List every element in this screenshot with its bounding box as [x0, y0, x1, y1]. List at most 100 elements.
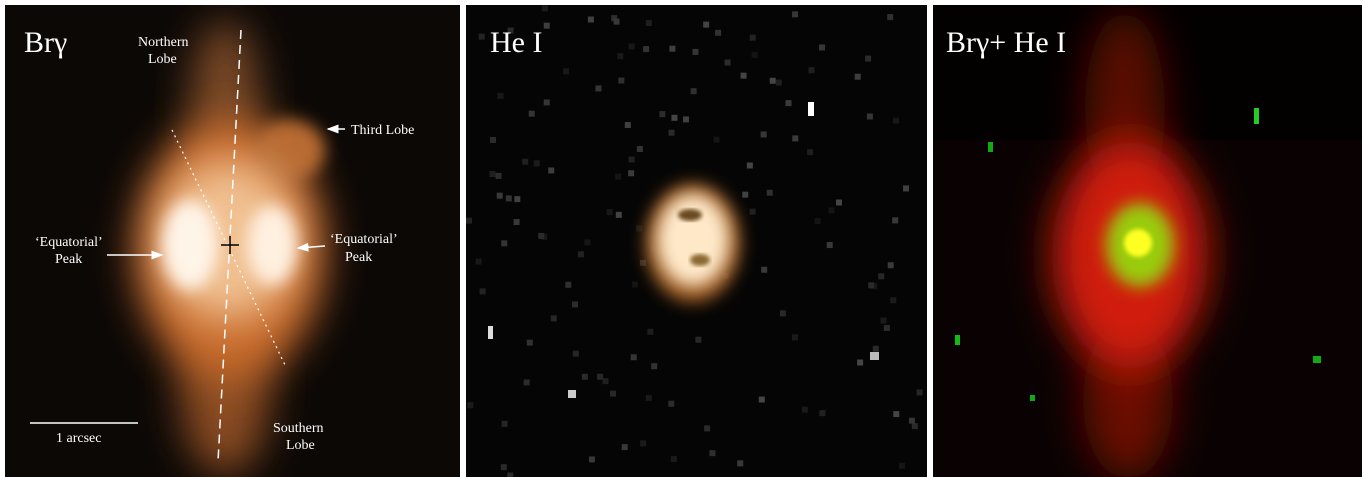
- noise-pixel: [505, 195, 512, 202]
- panel-title: Brγ: [24, 26, 67, 59]
- noise-pixel: [828, 207, 835, 214]
- noise-pixel: [541, 5, 548, 12]
- noise-pixel: [528, 110, 535, 117]
- noise-pixel: [522, 158, 529, 165]
- noise-pixel: [565, 281, 572, 288]
- noise-pixel: [602, 378, 609, 385]
- noise-pixel: [761, 266, 768, 273]
- noise-pixel: [854, 73, 861, 80]
- noise-pixel: [908, 417, 915, 424]
- noise-pixel: [857, 359, 864, 366]
- noise-pixel: [636, 225, 643, 232]
- noise-pixel: [479, 288, 486, 295]
- noise-pixel: [911, 423, 918, 430]
- annotation: Lobe: [286, 438, 315, 453]
- noise-pixel: [865, 55, 872, 62]
- noise-pixel: [892, 217, 899, 224]
- noise-pixel: [581, 373, 588, 380]
- noise-pixel: [615, 211, 622, 218]
- noise-pixel: [819, 44, 826, 51]
- noise-pixel: [792, 11, 799, 18]
- noise-pixel: [550, 315, 557, 322]
- noise-pixel: [903, 185, 910, 192]
- noise-pixel: [695, 336, 702, 343]
- noise-pixel: [878, 273, 885, 280]
- noise-pixel: [883, 324, 890, 331]
- noise-pixel: [668, 400, 675, 407]
- noise-pixel: [769, 77, 776, 84]
- noise-pixel: [866, 113, 873, 120]
- noise-pixel: [541, 233, 548, 240]
- noise-pixel: [538, 232, 545, 239]
- noise-pixel: [501, 240, 508, 247]
- noise-pixel: [893, 117, 900, 124]
- noise-pixel: [588, 456, 595, 463]
- noise-pixel: [631, 281, 638, 288]
- noise-pixel: [704, 425, 711, 432]
- noise-pixel: [500, 464, 507, 471]
- annotation: ‘Equatorial’: [330, 232, 398, 247]
- noise-pixel: [548, 167, 555, 174]
- noise-pixel: [497, 92, 504, 99]
- annotation: Southern: [273, 421, 324, 436]
- noise-pixel: [791, 334, 798, 341]
- noise-pixel: [801, 406, 808, 413]
- noise-pixel: [577, 251, 584, 258]
- noise-pixel: [647, 328, 654, 335]
- noise-pixel: [715, 29, 722, 36]
- noise-pixel: [890, 297, 897, 304]
- noise-pixel: [606, 209, 613, 216]
- noise-pixel: [746, 162, 753, 169]
- annotation: Third Lobe: [351, 123, 414, 138]
- noise-pixel: [514, 196, 521, 203]
- noise-pixel: [868, 282, 875, 289]
- noise-pixel: [571, 301, 578, 308]
- noise-pixel: [668, 129, 675, 136]
- noise-pixel: [703, 21, 710, 28]
- noise-pixel: [916, 389, 923, 396]
- noise-pixel: [871, 283, 878, 290]
- noise-pixel: [628, 43, 635, 50]
- annotation: Northern: [138, 35, 189, 50]
- noise-pixel: [826, 242, 833, 249]
- noise-pixel: [618, 77, 625, 84]
- noise-pixel: [597, 373, 604, 380]
- noise-pixel: [507, 27, 514, 34]
- noise-pixel: [526, 339, 533, 346]
- noise-pixel: [669, 45, 676, 52]
- panel-title: Brγ+ He I: [946, 26, 1066, 59]
- noise-pixel: [690, 88, 697, 95]
- noise-pixel: [758, 396, 765, 403]
- noise-pixel: [478, 33, 485, 40]
- noise-pixel: [740, 72, 747, 79]
- noise-pixel: [645, 20, 652, 27]
- annotation: ‘Equatorial’: [35, 235, 103, 250]
- noise-pixel: [628, 170, 635, 177]
- noise-pixel: [836, 199, 843, 206]
- noise-pixel: [775, 79, 782, 86]
- panel-title: He I: [490, 26, 542, 59]
- noise-pixel: [737, 460, 744, 467]
- annotation: Lobe: [148, 52, 177, 67]
- noise-pixel: [880, 317, 887, 324]
- noise-pixel: [643, 46, 650, 53]
- noise-pixel: [611, 15, 618, 22]
- noise-pixel: [496, 192, 503, 199]
- noise-pixel: [513, 219, 520, 226]
- noise-pixel: [630, 354, 637, 361]
- noise-pixel: [814, 218, 821, 225]
- panel-bry: Brγ Northern Lobe Third Lobe ‘Equatorial…: [5, 5, 460, 477]
- noise-pixel: [808, 67, 815, 74]
- noise-pixel: [819, 410, 826, 417]
- noise-pixel: [887, 14, 894, 21]
- noise-pixel: [670, 456, 677, 463]
- noise-pixel: [628, 156, 635, 163]
- noise-pixel: [724, 59, 731, 66]
- noise-pixel: [489, 171, 496, 178]
- noise-pixel: [617, 53, 624, 60]
- noise-pixel: [692, 48, 699, 55]
- noise-pixel: [523, 379, 530, 386]
- noise-pixel: [495, 172, 502, 179]
- annotation: Peak: [345, 250, 372, 265]
